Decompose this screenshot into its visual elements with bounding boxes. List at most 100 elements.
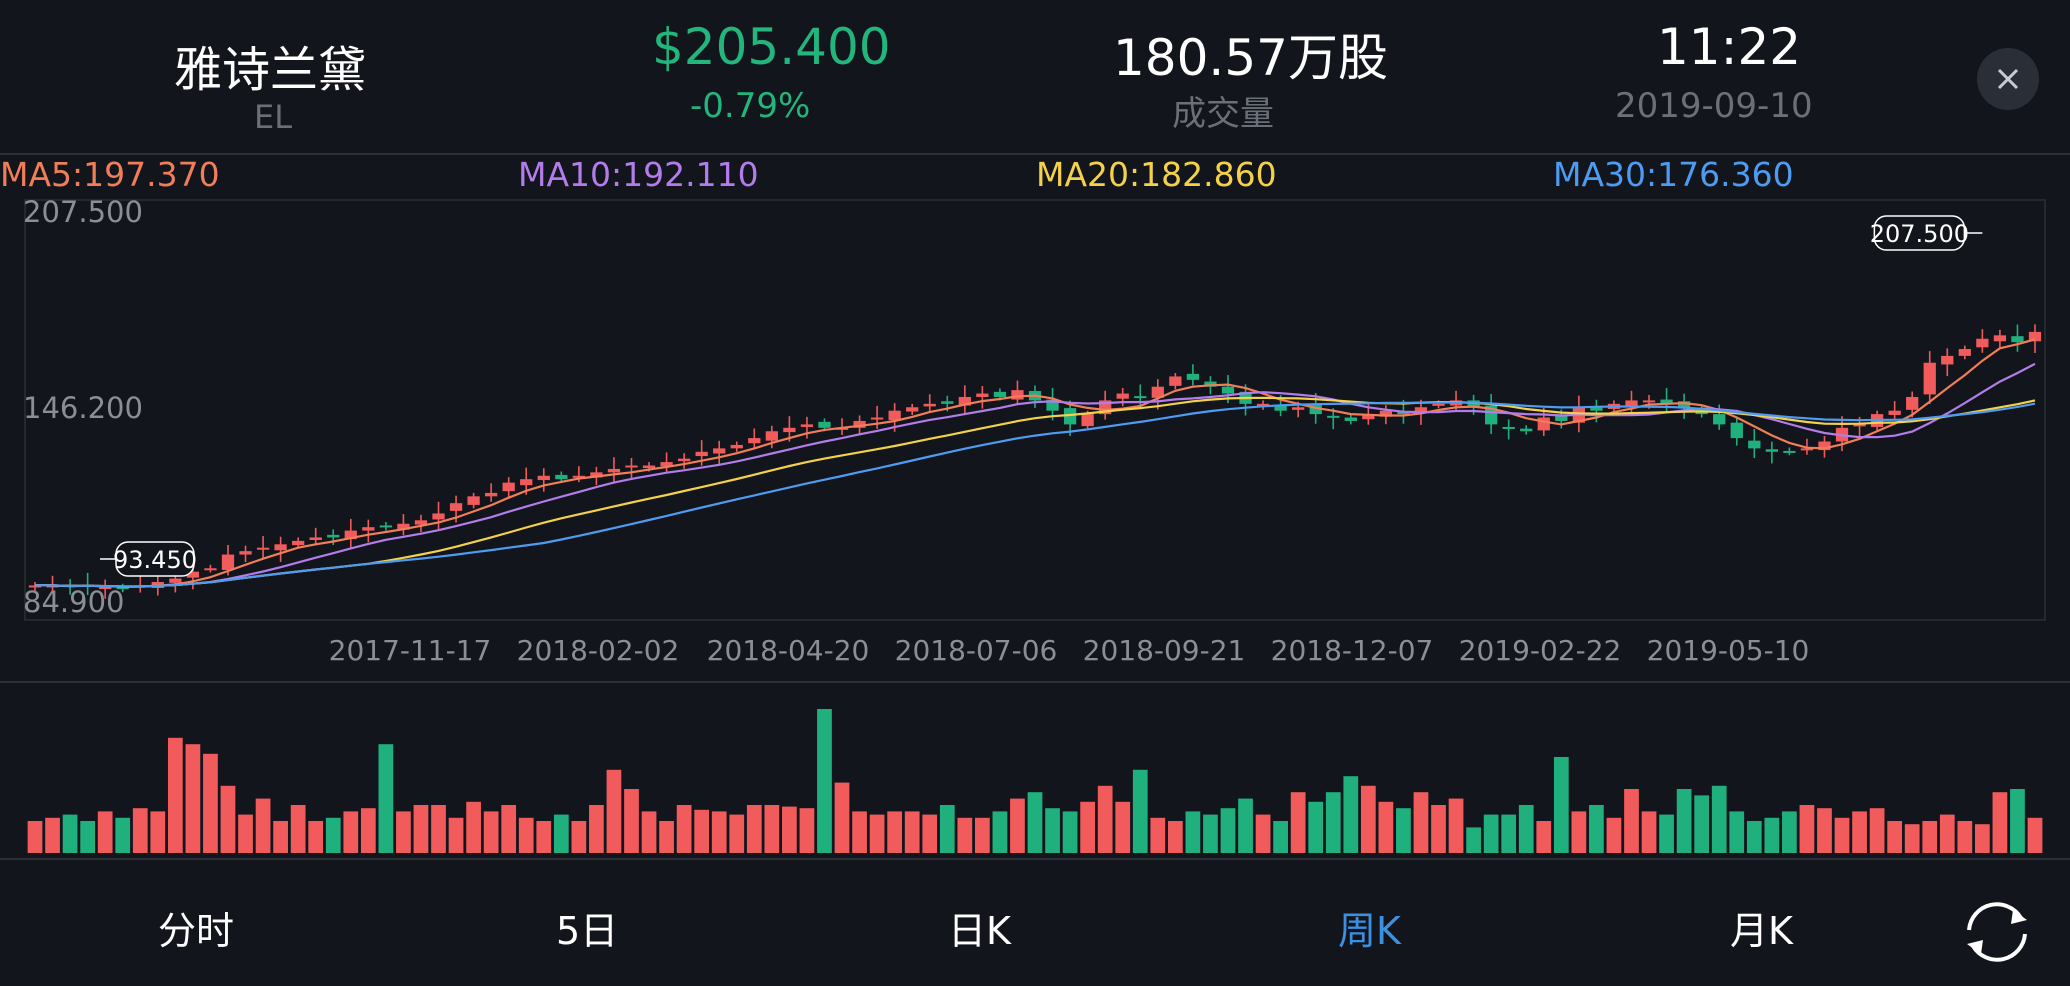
volume-bar <box>1817 808 1832 853</box>
candle-body <box>432 513 445 520</box>
volume-bar <box>659 821 674 853</box>
y-tick-label: 84.900 <box>23 585 124 619</box>
candle-body <box>1625 400 1638 407</box>
volume-bar <box>220 785 236 853</box>
volume-bar <box>746 805 762 853</box>
x-tick-label: 2018-09-21 <box>1083 634 1246 667</box>
close-icon <box>1997 68 2019 90</box>
volume-bar <box>676 805 692 853</box>
volume-bar <box>396 811 411 853</box>
candle-body <box>1397 411 1410 415</box>
x-tick-label: 2019-02-22 <box>1459 634 1622 667</box>
last-price: $205.400 <box>652 18 891 76</box>
ma20-label: MA20:182.860 <box>1036 155 1277 194</box>
candle-body <box>906 407 919 412</box>
volume-bar <box>1641 811 1657 853</box>
volume-bar <box>448 817 464 853</box>
volume-bar <box>641 811 657 853</box>
price-change: -0.79% <box>690 86 811 126</box>
volume-bar <box>1922 821 1938 853</box>
volume-bar <box>1431 805 1446 853</box>
candle-body <box>1642 400 1656 403</box>
candle-body <box>607 468 621 473</box>
candle-body <box>958 396 971 406</box>
candle-body <box>1256 403 1270 407</box>
volume-bar <box>1869 808 1885 853</box>
candle-body <box>1906 396 1919 410</box>
volume-bar <box>1746 821 1762 853</box>
candle-body <box>1309 404 1322 415</box>
tab-daily-k[interactable]: 日K <box>948 909 1011 953</box>
candle-body <box>976 393 989 397</box>
candle-body <box>1274 404 1287 411</box>
volume-bar <box>1132 769 1148 853</box>
refresh-button[interactable] <box>1955 890 2039 974</box>
volume-bar <box>1448 798 1464 853</box>
min-price-label: 93.450 <box>113 546 197 574</box>
candle-body <box>1186 373 1200 380</box>
candle-body <box>1976 338 1989 348</box>
candle-body <box>1221 386 1235 394</box>
plot-frame <box>24 199 2046 621</box>
volume-bar <box>1413 792 1429 853</box>
volume-bar <box>1220 808 1236 853</box>
candle-body <box>730 444 743 449</box>
x-tick-label: 2017-11-17 <box>329 634 492 667</box>
volume-bar <box>536 821 552 853</box>
ma30-label: MA30:176.360 <box>1553 155 1794 194</box>
volume-bar <box>466 801 481 853</box>
candle-body <box>695 451 708 457</box>
candle-body <box>870 417 884 420</box>
candle-body <box>1379 410 1393 417</box>
volume-bar <box>1203 814 1218 853</box>
candle-body <box>642 465 656 469</box>
candle-body <box>116 587 129 590</box>
candle-body <box>1432 403 1445 406</box>
volume-bar <box>1536 821 1552 853</box>
tab-monthly-k[interactable]: 月K <box>1730 909 1793 953</box>
volume-bar <box>2027 817 2043 853</box>
volume-bar <box>1396 808 1411 853</box>
volume-bar <box>1711 785 1727 853</box>
tab-weekly-k[interactable]: 周K <box>1338 909 1401 953</box>
tab-5day[interactable]: 5日 <box>556 909 619 953</box>
volume-bar <box>817 709 832 853</box>
volume-bar <box>431 805 446 853</box>
candle-body <box>853 420 866 428</box>
volume-bar <box>483 811 499 853</box>
volume-bar <box>1343 776 1359 853</box>
volume-bar <box>922 814 938 853</box>
volume-bar <box>904 811 920 853</box>
x-tick-label: 2018-04-20 <box>707 634 870 667</box>
volume-bar <box>729 814 745 853</box>
candle-body <box>1765 449 1778 452</box>
candle-body <box>1730 422 1743 439</box>
volume-bar <box>1729 811 1745 853</box>
candle-body <box>572 475 585 478</box>
candle-body <box>677 458 691 462</box>
tab-intraday[interactable]: 分时 <box>158 909 235 953</box>
candle-body <box>1941 355 1954 365</box>
candle-body <box>590 472 603 478</box>
close-button[interactable] <box>1977 48 2039 110</box>
candle-body <box>1169 376 1182 386</box>
volume-bar <box>360 808 376 853</box>
candle-body <box>748 438 761 444</box>
candle-body <box>1853 424 1866 427</box>
candle-body <box>818 421 831 428</box>
candle-body <box>467 496 480 505</box>
volume-bar <box>834 782 850 853</box>
volume-bar <box>97 811 113 853</box>
quote-time: 11:22 <box>1657 18 1802 76</box>
volume-bar <box>1483 814 1499 853</box>
volume-bar <box>589 805 604 853</box>
candle-body <box>1888 410 1901 415</box>
candle-body <box>783 427 796 433</box>
candle-body <box>292 540 305 546</box>
volume-bar <box>1045 808 1060 853</box>
candle-body <box>888 410 901 421</box>
x-tick-label: 2018-02-02 <box>517 634 680 667</box>
candle-body <box>397 523 410 530</box>
y-tick-label: 146.200 <box>23 391 143 425</box>
volume-bar <box>1694 795 1710 853</box>
